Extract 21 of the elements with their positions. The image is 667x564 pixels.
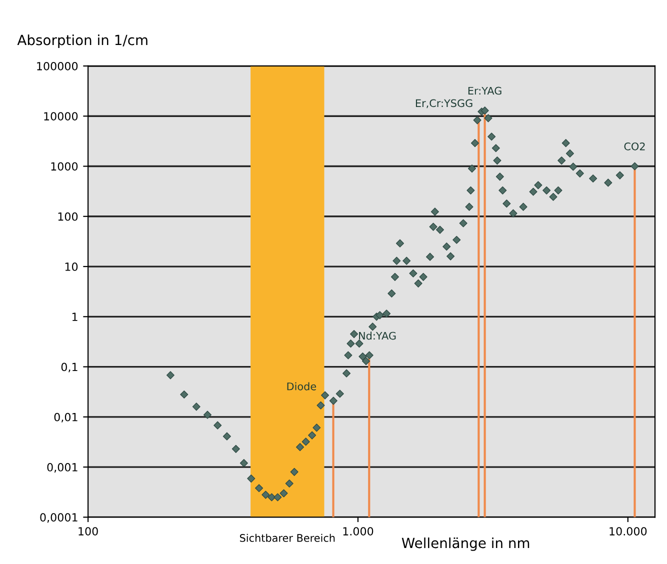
y-axis-title: Absorption in 1/cm xyxy=(17,34,148,48)
x-tick-label: 100 xyxy=(78,527,98,536)
y-tick-label: 0,0001 xyxy=(40,513,78,523)
ref-line-label: Er:YAG xyxy=(468,86,502,95)
x-tick-label: 1.000 xyxy=(343,527,374,536)
y-tick-label: 1 xyxy=(72,312,78,321)
x-tick-label: 10.000 xyxy=(610,527,647,536)
y-tick-label: 1000 xyxy=(51,162,78,171)
ref-line-label: Er,Cr:YSGG xyxy=(416,99,472,108)
ref-line-label: Nd:YAG xyxy=(359,332,396,340)
ref-line-label: Diode xyxy=(287,382,316,390)
y-tick-label: 100 xyxy=(58,212,78,221)
band-label: Sichtbarer Bereich xyxy=(240,534,335,542)
x-axis-title: Wellenlänge in nm xyxy=(402,537,530,551)
y-tick-label: 100000 xyxy=(37,62,78,70)
y-tick-label: 0,1 xyxy=(61,362,78,372)
y-tick-label: 10000 xyxy=(44,112,78,120)
y-tick-label: 10 xyxy=(65,262,78,271)
y-tick-label: 0,001 xyxy=(47,463,78,473)
y-tick-label: 0,01 xyxy=(54,412,78,422)
ref-line-label: CO2 xyxy=(624,142,645,150)
